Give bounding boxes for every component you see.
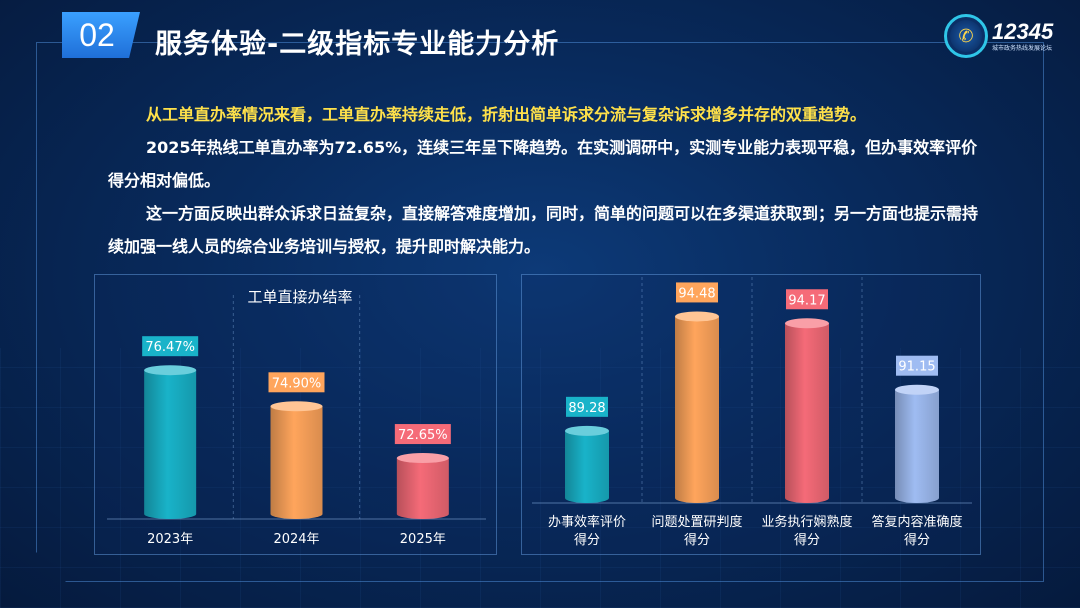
right-chart-value-label-3: 91.15: [898, 360, 935, 375]
analysis-text: 从工单直办率情况来看，工单直办率持续走低，折射出简单诉求分流与复杂诉求增多并存的…: [108, 98, 988, 263]
left-chart-category-label-2: 2025年: [400, 532, 446, 547]
right-chart-value-label-bg-0: [566, 396, 608, 417]
right-chart-category-label-3: 得分: [904, 532, 930, 548]
page-title: 服务体验-二级指标专业能力分析: [155, 29, 560, 60]
right-chart-category-label-2: 业务执行娴熟度: [761, 514, 852, 530]
paragraph-1: 2025年热线工单直办率为72.65%，连续三年呈下降趋势。在实测调研中，实测专…: [108, 138, 978, 190]
right-chart-category-label-0: 办事效率评价: [548, 514, 626, 530]
right-chart-bar-cap-1: [675, 311, 719, 322]
left-chart-value-label-bg-2: [394, 424, 451, 445]
left-chart-category-label-0: 2023年: [147, 532, 193, 547]
left-chart-value-label-2: 72.65%: [398, 428, 448, 443]
paragraph-2: 这一方面反映出群众诉求日益复杂，直接解答难度增加，同时，简单的问题可以在多渠道获…: [108, 204, 979, 256]
left-chart-title: 工单直接办结率: [247, 288, 352, 306]
right-chart-value-label-bg-1: [676, 282, 718, 303]
left-chart-bar-1: [270, 406, 323, 519]
right-chart-bar-2: [785, 323, 829, 503]
left-chart-bar-2: [396, 458, 449, 519]
left-chart-value-label-bg-1: [268, 372, 325, 393]
right-chart-category-label-1: 得分: [684, 532, 710, 548]
right-chart-bar-cap-0: [565, 425, 609, 436]
logo-sub-text: 城市政务热线发展论坛: [992, 44, 1053, 52]
right-chart-category-label-3: 答复内容准确度: [871, 514, 962, 530]
right-chart-bar-cap-3: [895, 384, 939, 395]
right-chart-value-label-bg-2: [786, 289, 828, 310]
left-chart-value-label-0: 76.47%: [145, 340, 195, 355]
right-chart-bar-3: [895, 389, 939, 503]
left-chart-bar-cap-1: [270, 401, 323, 412]
right-chart-value-label-bg-3: [896, 355, 938, 376]
right-chart-bar-1: [675, 316, 719, 503]
professional-score-chart: 89.28办事效率评价得分94.48问题处置研判度得分94.17业务执行娴熟度得…: [532, 275, 972, 548]
right-chart-category-label-1: 问题处置研判度: [651, 514, 742, 530]
right-chart-bar-cap-2: [785, 318, 829, 329]
right-chart-value-label-2: 94.17: [788, 293, 825, 308]
left-chart-value-label-bg-0: [142, 336, 199, 357]
direct-completion-chart-panel: 工单直接办结率 76.47% 2023年 74.90% 2024年 72.65% 2025年: [94, 274, 497, 555]
right-chart-category-label-0: 得分: [574, 532, 600, 548]
right-chart-category-label-2: 得分: [794, 532, 820, 548]
direct-completion-chart: 工单直接办结率 76.47% 2023年 74.90% 2024年 72.65% 2025年: [107, 288, 486, 547]
content-frame: [36, 42, 1044, 582]
right-chart-value-label-0: 89.28: [568, 401, 605, 416]
hotline-logo: ✆ 12345 城市政务热线发展论坛: [944, 13, 1074, 59]
logo-main-text: 12345: [992, 18, 1054, 44]
right-chart-bar-0: [565, 430, 609, 503]
left-chart-bar-cap-0: [144, 365, 197, 376]
left-chart-bar-cap-2: [396, 453, 449, 464]
left-chart-category-label-1: 2024年: [273, 532, 319, 547]
left-chart-bar-0: [144, 370, 197, 519]
professional-score-chart-panel: 89.28 办事效率评价 得分 94.48 问题处置研判度 得分 94.17 业务执行娴熟度得…: [521, 274, 981, 555]
left-chart-value-label-1: 74.90%: [272, 376, 322, 391]
hotline-logo-icon: ✆: [944, 14, 988, 58]
right-chart-value-label-1: 94.48: [678, 286, 715, 301]
section-number-badge: 02: [62, 12, 140, 58]
highlight-sentence: 从工单直办率情况来看，工单直办率持续走低，折射出简单诉求分流与复杂诉求增多并存的…: [146, 105, 867, 124]
